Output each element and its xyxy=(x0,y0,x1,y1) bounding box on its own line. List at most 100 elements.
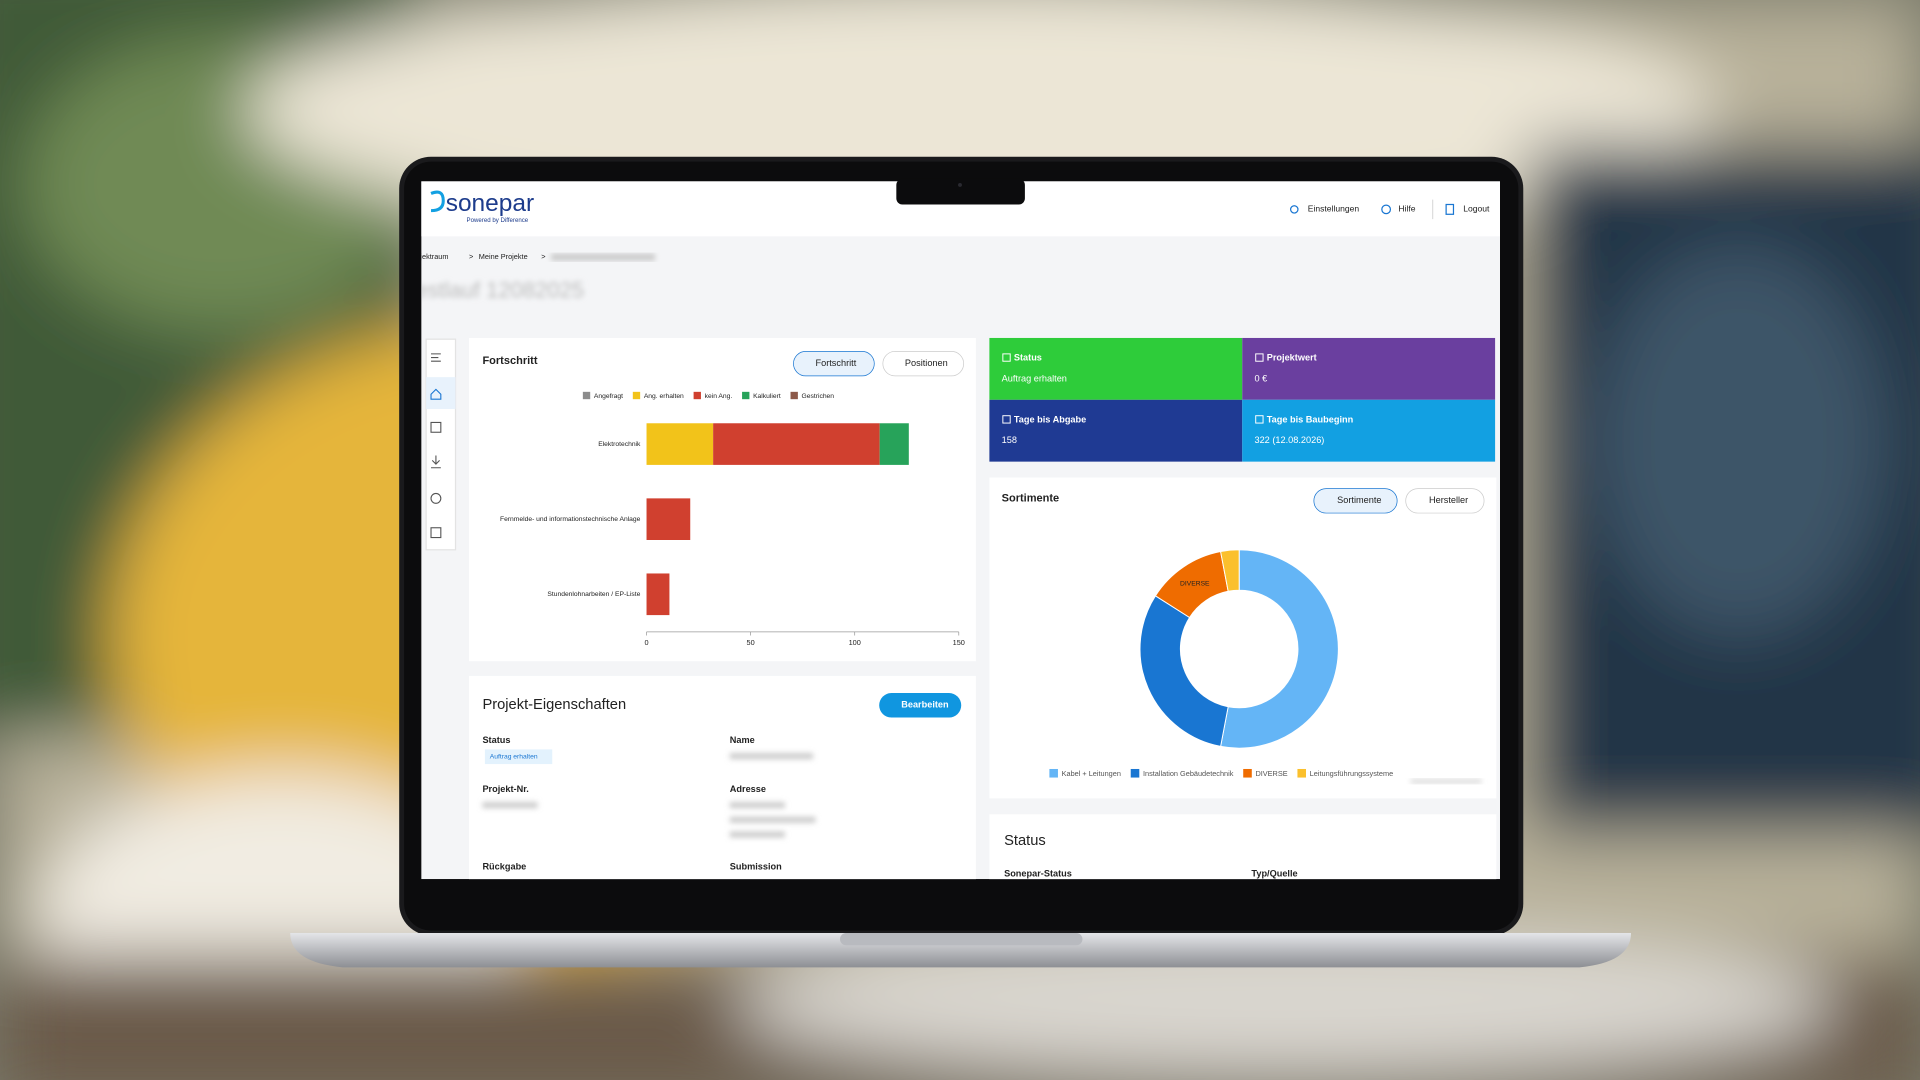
bar-segment xyxy=(646,423,714,465)
legend-swatch xyxy=(1243,768,1252,778)
field-label: Projekt-Nr. xyxy=(482,784,528,794)
kpi-icon xyxy=(1255,415,1264,424)
camera-notch xyxy=(896,178,1025,205)
sidebar xyxy=(425,338,457,551)
bar-segment xyxy=(713,423,880,465)
button[interactable] xyxy=(1313,488,1398,514)
card-title: Sortimente xyxy=(1002,492,1060,504)
bar-chart: Angefragt Ang. erhalten kein Ang. Kalkulier… xyxy=(500,391,965,647)
breadcrumb[interactable]: Projektraum xyxy=(409,252,449,261)
slice-label: DIVERSE xyxy=(1180,580,1210,587)
donut-slice xyxy=(1220,549,1240,592)
kpi-value: 158 xyxy=(1002,435,1017,445)
edit-button[interactable] xyxy=(879,693,962,718)
button[interactable] xyxy=(1405,488,1485,514)
status-tag xyxy=(484,749,553,765)
help-icon xyxy=(1381,204,1392,215)
doc-icon[interactable] xyxy=(430,527,442,539)
donut-chart: DIVERSE Kabel + Leitungen Installation Geb… xyxy=(1049,549,1393,778)
kpi-label: Tage bis Abgabe xyxy=(1014,414,1086,424)
legend-label: Gestrichen xyxy=(802,393,835,400)
kpi-value: Auftrag erhalten xyxy=(1002,373,1067,383)
blurred-crumb xyxy=(551,253,656,261)
legend-swatch xyxy=(742,391,750,400)
legend-swatch xyxy=(582,391,591,400)
kpi-label: Tage bis Baubeginn xyxy=(1267,414,1354,424)
button[interactable] xyxy=(882,351,965,377)
kpi-tile xyxy=(1242,399,1496,462)
x-tick-label: 150 xyxy=(953,638,965,647)
kpi-label: Projektwert xyxy=(1267,353,1317,363)
x-tick-label: 100 xyxy=(849,638,861,647)
history-icon[interactable] xyxy=(430,492,442,504)
card xyxy=(989,814,1497,880)
card-title: Status xyxy=(1004,833,1046,849)
bar-segment xyxy=(646,498,691,540)
legend-swatch xyxy=(1049,768,1058,778)
field-label: Sonepar-Status xyxy=(1004,869,1072,879)
button-label: Positionen xyxy=(905,358,948,368)
card-title: Projekt-Eigenschaften xyxy=(482,697,626,713)
kpi-value: 0 € xyxy=(1254,373,1267,383)
y-tick-label: Fernmelde- und informationstechnische An… xyxy=(500,516,641,523)
home-icon[interactable] xyxy=(430,388,442,400)
card xyxy=(989,477,1497,799)
kpi-icon xyxy=(1002,415,1011,424)
menu-icon[interactable] xyxy=(431,353,441,362)
nav-link[interactable]: Hilfe xyxy=(1398,204,1415,214)
breadcrumb-sep: > xyxy=(541,252,545,261)
settings-icon xyxy=(1290,205,1299,214)
laptop-base xyxy=(290,933,1632,968)
breadcrumb[interactable]: Meine Projekte xyxy=(479,252,528,261)
blurred-values xyxy=(482,753,816,838)
kpi-label: Status xyxy=(1014,353,1042,363)
kpi-tile xyxy=(989,337,1243,400)
field-label: Status xyxy=(482,735,510,745)
field-label: Typ/Quelle xyxy=(1251,869,1297,879)
y-tick-label: Stundenlohnarbeiten / EP-Liste xyxy=(547,591,640,598)
legend-swatch xyxy=(632,391,641,400)
button[interactable] xyxy=(793,351,875,377)
logout-icon xyxy=(1445,203,1455,215)
field-label: Submission xyxy=(730,861,782,871)
field-label: Adresse xyxy=(730,784,766,794)
nav-link[interactable]: Logout xyxy=(1463,204,1490,214)
legend-label: Installation Gebäudetechnik xyxy=(1143,769,1234,778)
legend-label: Kabel + Leitungen xyxy=(1062,769,1121,778)
status-tag-label: Auftrag erhalten xyxy=(490,754,538,761)
tagline: Powered by Difference xyxy=(467,217,529,224)
sidebar-active xyxy=(426,377,456,409)
donut-slice xyxy=(1139,595,1229,747)
breadcrumb-sep: > xyxy=(469,252,473,261)
logo-icon xyxy=(430,190,445,213)
button-label: Bearbeiten xyxy=(901,700,949,710)
page-title: Testlauf 12082025 xyxy=(404,277,584,302)
kpi-tile xyxy=(989,399,1243,462)
button-label: Hersteller xyxy=(1429,495,1468,505)
x-tick-label: 0 xyxy=(644,638,648,647)
kpi-value: 322 (12.08.2026) xyxy=(1254,435,1324,445)
nav-link[interactable]: Einstellungen xyxy=(1308,204,1360,214)
donut-slice xyxy=(1220,549,1339,749)
legend-swatch xyxy=(1130,768,1140,778)
x-tick-label: 50 xyxy=(747,638,755,647)
logo: sonepar xyxy=(446,190,534,217)
kpi-tile xyxy=(1242,337,1496,400)
bar-segment xyxy=(646,573,670,616)
legend-swatch xyxy=(1297,768,1307,778)
button-label: Sortimente xyxy=(1337,495,1381,505)
card xyxy=(468,337,976,662)
download-icon[interactable] xyxy=(431,455,441,469)
legend-label: Ang. erhalten xyxy=(644,393,684,400)
nav-icon[interactable] xyxy=(430,421,442,433)
kpi-icon xyxy=(1255,353,1264,362)
field-label: Rückgabe xyxy=(482,861,526,871)
kpi-icon xyxy=(1002,353,1011,362)
legend-swatch xyxy=(790,391,798,400)
legend-label: DIVERSE xyxy=(1255,769,1287,778)
legend-label: Angefragt xyxy=(594,393,623,400)
camera xyxy=(958,182,962,187)
field-label: Name xyxy=(730,735,755,745)
